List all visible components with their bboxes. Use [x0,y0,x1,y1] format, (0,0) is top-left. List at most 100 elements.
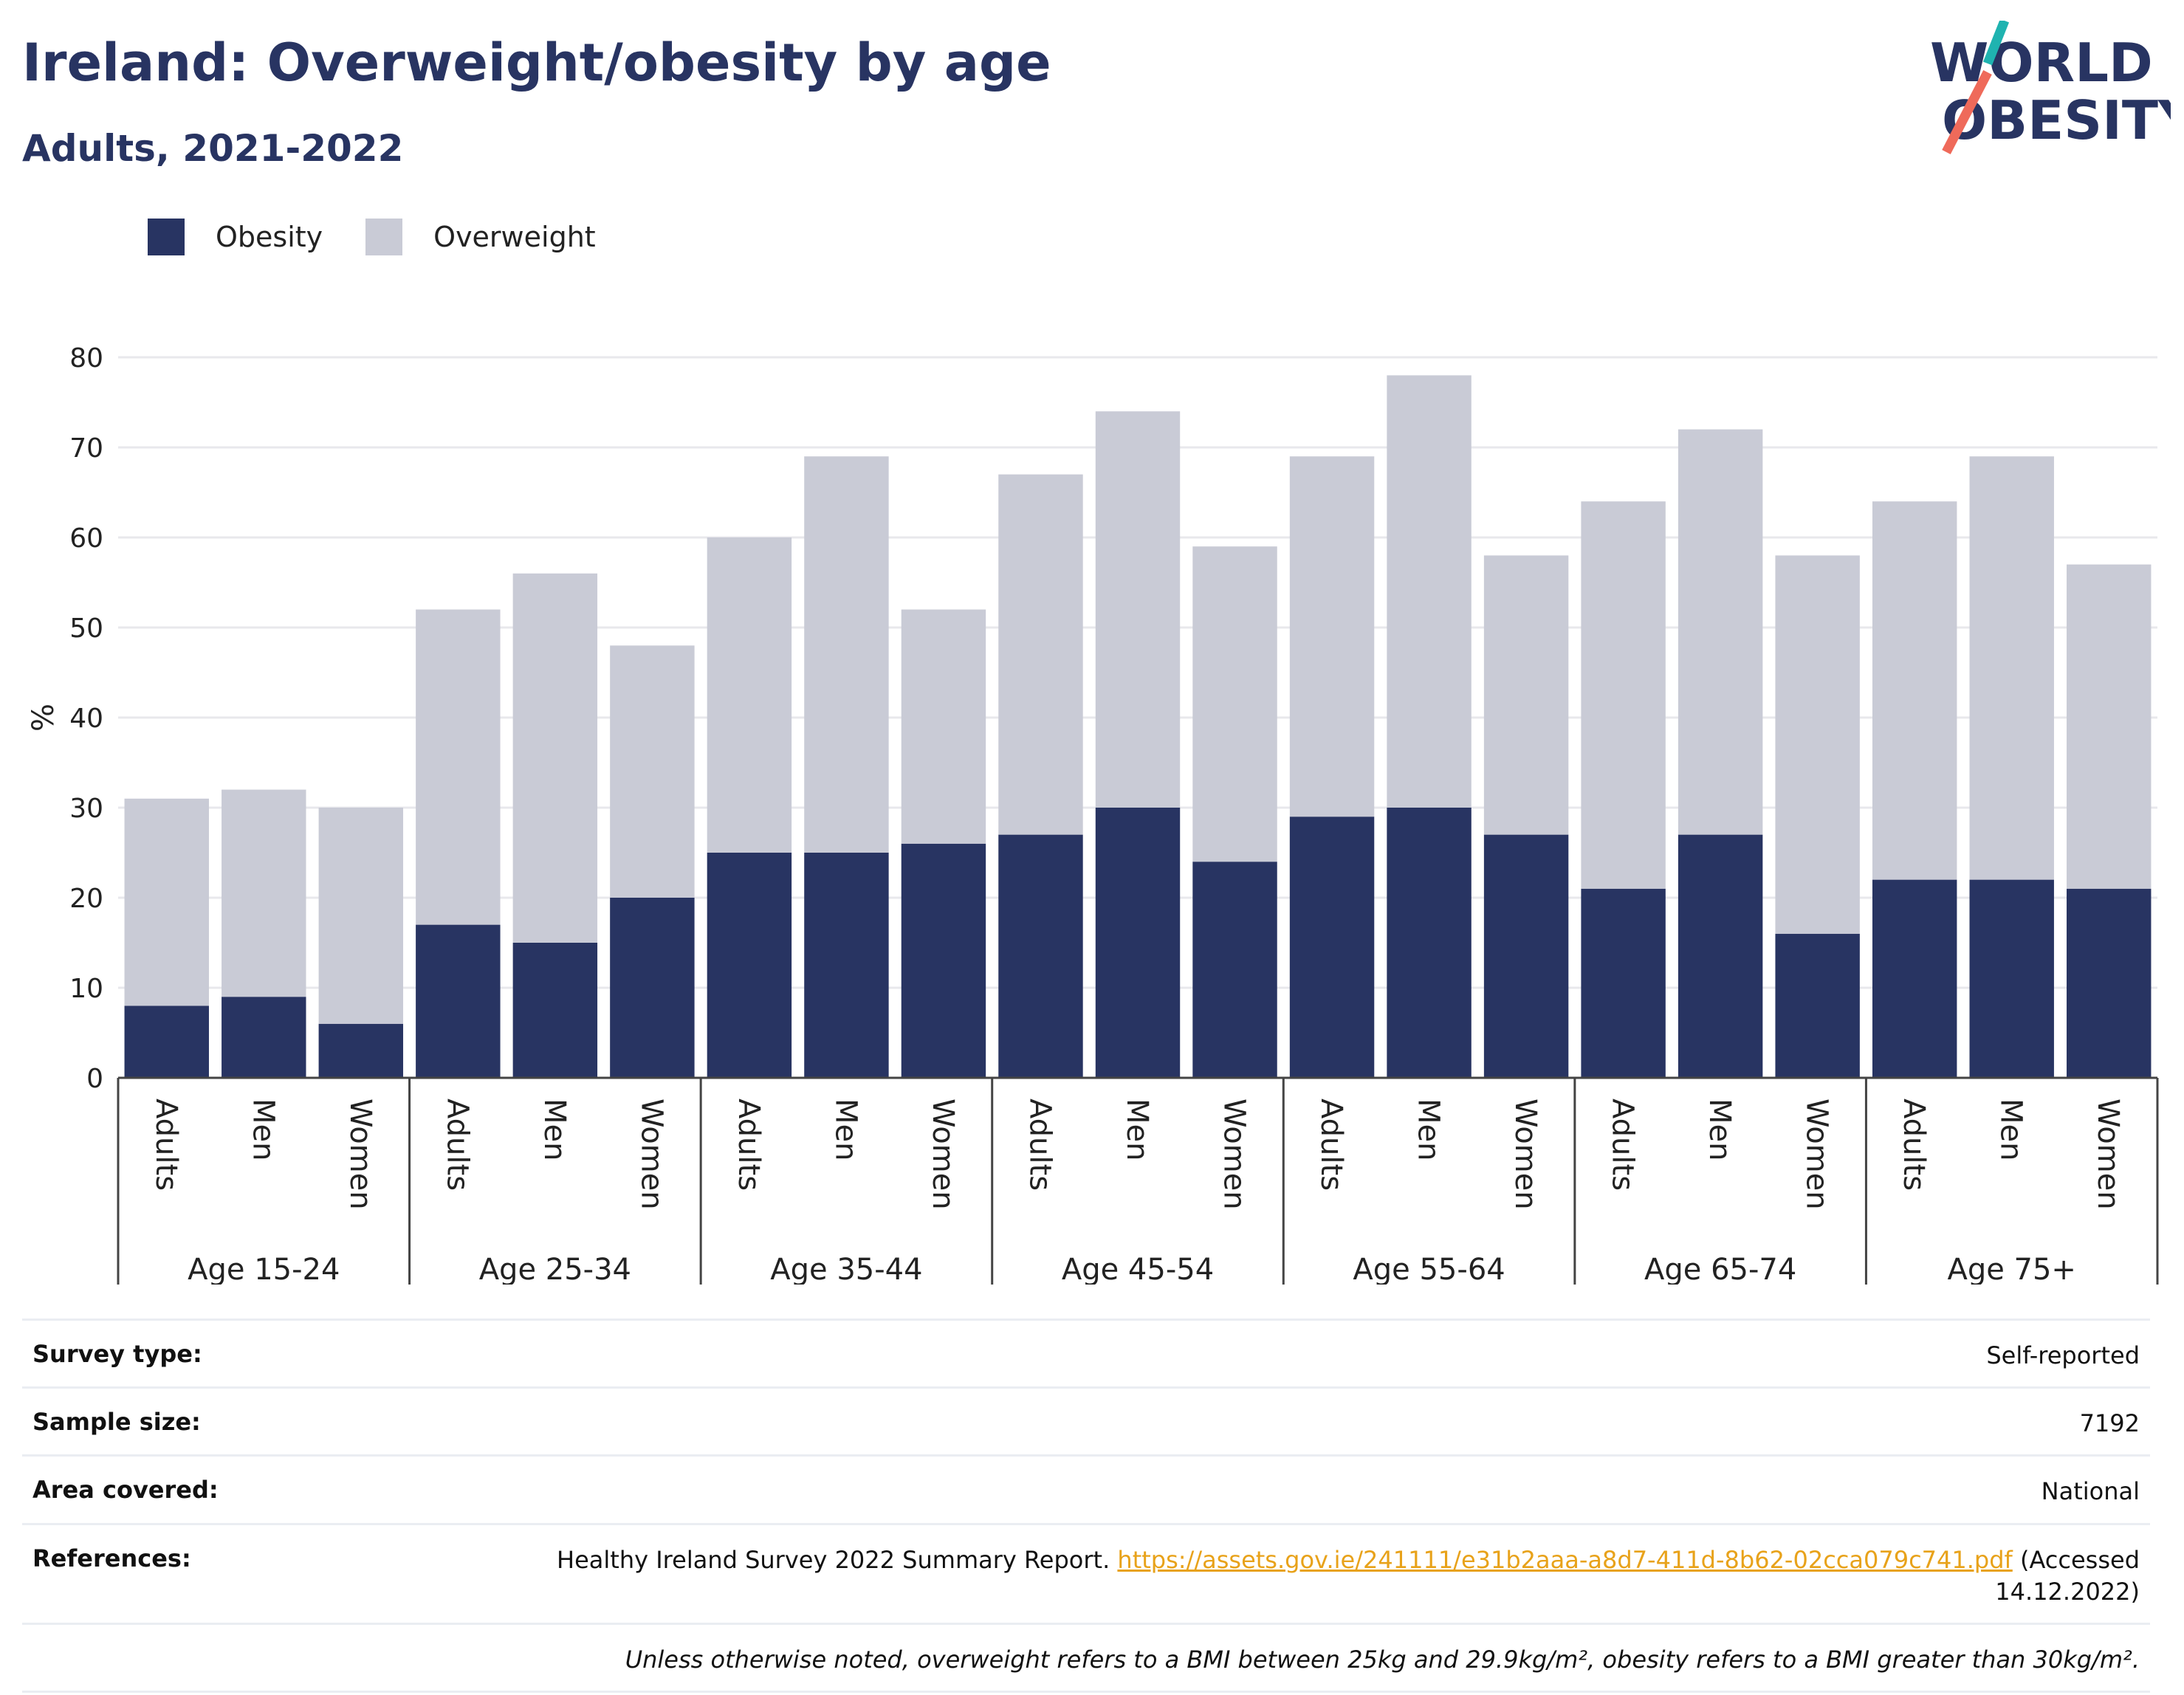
x-category-label: Adults [1897,1099,1931,1191]
x-category-label: Adults [149,1099,183,1191]
x-category-label: Men [1703,1099,1737,1161]
y-tick-label: 60 [69,523,103,554]
stacked-bar-chart: 0 10 20 30 40 50 60 70 80% Adults Men Women Age 15-2… [27,343,2159,1285]
x-category-label: Adults [440,1099,474,1191]
bar-overweight [1872,501,1957,880]
bar-obesity [2067,888,2152,1078]
x-group-label: Age 55-64 [1353,1253,1505,1285]
info-row-area-covered: Area covered: National [22,1454,2150,1522]
references-value: Healthy Ireland Survey 2022 Summary Repo… [515,1544,2140,1608]
y-tick-label: 50 [69,613,103,644]
bar-overweight [124,798,209,1006]
x-category-label: Adults [1606,1099,1640,1191]
y-tick-label: 0 [86,1064,103,1094]
bar-overweight [318,808,404,1024]
bar-overweight [1678,429,1763,835]
references-label: References: [32,1544,191,1572]
x-category-label: Women [2091,1099,2125,1210]
bar-obesity [318,1023,404,1078]
bar-obesity [1095,808,1181,1078]
x-category-label: Men [1120,1099,1154,1161]
chart-legend: Obesity Overweight [148,219,639,255]
x-category-label: Women [1218,1099,1251,1210]
y-tick-label: 20 [69,884,103,914]
sample-size-label: Sample size: [32,1408,201,1437]
bar-obesity [610,898,695,1078]
bar-obesity [1678,834,1763,1078]
bar-overweight [1775,555,1860,934]
x-category-label: Men [828,1099,862,1161]
info-row-sample-size: Sample size: 7192 [22,1386,2150,1454]
x-category-label: Adults [732,1099,766,1191]
logo-word-world: WORLD [1930,32,2153,94]
bar-overweight [512,573,598,943]
x-group-label: Age 65-74 [1644,1253,1796,1285]
x-category-label: Women [634,1099,668,1210]
x-category-label: Men [1412,1099,1446,1161]
y-tick-label: 30 [69,794,103,824]
bar-obesity [512,943,598,1078]
x-group-label: Age 35-44 [770,1253,922,1285]
sample-size-value: 7192 [2079,1409,2140,1438]
bar-obesity [222,997,306,1078]
bar-overweight [1387,375,1472,808]
chart-subtitle: Adults, 2021-2022 [22,127,404,170]
bar-overweight [2067,564,2152,889]
bar-overweight [998,474,1083,835]
x-category-label: Adults [1314,1099,1348,1191]
survey-type-label: Survey type: [32,1340,202,1368]
bar-obesity [1872,879,1957,1078]
bar-overweight [416,609,501,925]
x-category-label: Women [1508,1099,1542,1210]
y-tick-label: 70 [69,433,103,464]
bar-obesity [416,924,501,1078]
info-row-survey-type: Survey type: Self-reported [22,1318,2150,1386]
chart-title: Ireland: Overweight/obesity by age [22,32,1051,93]
bmi-definition-note: Unless otherwise noted, overweight refer… [625,1645,2140,1674]
bar-overweight [1192,546,1277,862]
y-tick-label: 80 [69,343,103,374]
logo-word-obesity: OBESITY [1942,89,2171,151]
bar-overweight [222,789,306,997]
area-covered-value: National [2041,1477,2140,1506]
bar-obesity [1289,816,1375,1078]
legend-item-obesity: Obesity [148,219,323,255]
bar-obesity [124,1005,209,1078]
bar-overweight [1483,555,1569,835]
x-category-label: Men [246,1099,280,1161]
area-covered-label: Area covered: [32,1476,219,1505]
world-obesity-logo: WORLD OBESITY [1930,21,2171,154]
x-group-label: Age 75+ [1947,1253,2076,1285]
x-category-label: Adults [1023,1099,1057,1191]
y-tick-label: 10 [69,974,103,1004]
bar-overweight [804,456,889,853]
survey-type-value: Self-reported [1986,1341,2140,1369]
x-category-label: Women [926,1099,960,1210]
bar-overweight [901,609,986,844]
x-group-label: Age 45-54 [1062,1253,1214,1285]
reference-accessed: (Accessed 14.12.2022) [1995,1545,2140,1606]
bar-overweight [1095,411,1181,808]
legend-swatch-overweight [365,219,403,255]
reference-link[interactable]: https://assets.gov.ie/241111/e31b2aaa-a8… [1117,1545,2013,1574]
bar-obesity [901,843,986,1078]
bar-obesity [804,853,889,1078]
x-category-label: Women [1800,1099,1834,1210]
logo-slash-coral [1942,70,1992,154]
bar-overweight [707,537,792,853]
bar-overweight [1969,456,2054,880]
bar-overweight [610,645,695,898]
x-group-label: Age 25-34 [479,1253,631,1285]
x-category-label: Women [343,1099,377,1210]
bar-obesity [1775,933,1860,1078]
bar-obesity [1483,834,1569,1078]
info-row-bmi-note: Unless otherwise noted, overweight refer… [22,1622,2150,1694]
bar-overweight [1289,456,1375,817]
legend-label-overweight: Overweight [433,221,596,253]
survey-info-table: Survey type: Self-reported Sample size: … [22,1318,2150,1694]
y-axis-label: % [27,704,61,732]
bar-obesity [998,834,1083,1078]
x-category-label: Men [1994,1099,2028,1161]
x-group-label: Age 15-24 [188,1253,340,1285]
bar-overweight [1581,501,1666,889]
